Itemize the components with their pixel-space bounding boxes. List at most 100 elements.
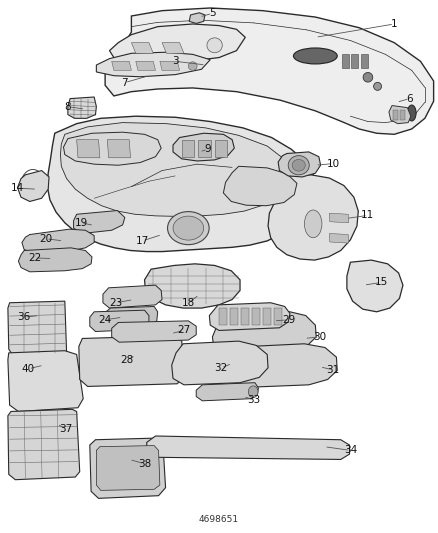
Text: 38: 38 bbox=[138, 459, 151, 469]
Text: 18: 18 bbox=[182, 298, 195, 308]
Polygon shape bbox=[60, 123, 289, 216]
Text: 9: 9 bbox=[205, 144, 212, 154]
Ellipse shape bbox=[292, 159, 305, 171]
Ellipse shape bbox=[363, 72, 373, 82]
Bar bbox=[219, 308, 227, 325]
Ellipse shape bbox=[374, 82, 381, 90]
Bar bbox=[230, 308, 238, 325]
Polygon shape bbox=[145, 264, 240, 308]
Polygon shape bbox=[223, 166, 297, 206]
Polygon shape bbox=[68, 97, 96, 118]
Polygon shape bbox=[278, 152, 321, 177]
Bar bbox=[342, 54, 349, 68]
Ellipse shape bbox=[207, 38, 222, 53]
Polygon shape bbox=[173, 133, 234, 161]
Polygon shape bbox=[212, 312, 316, 353]
Polygon shape bbox=[90, 438, 166, 498]
Text: 3: 3 bbox=[172, 56, 179, 66]
Text: 22: 22 bbox=[28, 253, 42, 263]
Bar bbox=[400, 110, 405, 120]
Polygon shape bbox=[103, 285, 162, 308]
Text: 23: 23 bbox=[110, 298, 123, 308]
Polygon shape bbox=[162, 43, 184, 53]
Text: 4698651: 4698651 bbox=[199, 515, 239, 524]
Polygon shape bbox=[131, 43, 153, 53]
Polygon shape bbox=[347, 260, 403, 312]
Polygon shape bbox=[268, 175, 358, 260]
Text: 36: 36 bbox=[18, 312, 31, 322]
Text: 33: 33 bbox=[247, 395, 261, 405]
Ellipse shape bbox=[188, 62, 197, 70]
Polygon shape bbox=[105, 8, 434, 134]
Text: 8: 8 bbox=[64, 102, 71, 111]
Polygon shape bbox=[329, 233, 349, 243]
Bar bbox=[182, 140, 194, 157]
Ellipse shape bbox=[407, 105, 416, 121]
Polygon shape bbox=[103, 306, 158, 328]
Text: 27: 27 bbox=[177, 326, 191, 335]
Polygon shape bbox=[147, 436, 350, 459]
Bar bbox=[274, 308, 282, 325]
Ellipse shape bbox=[167, 212, 209, 245]
Bar bbox=[252, 308, 260, 325]
Polygon shape bbox=[218, 344, 337, 388]
Polygon shape bbox=[79, 336, 184, 386]
Text: 19: 19 bbox=[74, 218, 88, 228]
Polygon shape bbox=[22, 229, 94, 253]
Ellipse shape bbox=[173, 216, 204, 240]
Text: 31: 31 bbox=[326, 365, 339, 375]
Text: 32: 32 bbox=[215, 363, 228, 373]
Bar bbox=[361, 54, 368, 68]
Text: 5: 5 bbox=[209, 9, 216, 18]
Text: 20: 20 bbox=[39, 234, 53, 244]
Bar bbox=[351, 54, 358, 68]
Polygon shape bbox=[18, 171, 49, 201]
Text: 28: 28 bbox=[120, 355, 134, 365]
Bar bbox=[241, 308, 249, 325]
Bar bbox=[263, 308, 271, 325]
Text: 34: 34 bbox=[344, 446, 357, 455]
Polygon shape bbox=[90, 310, 149, 332]
Polygon shape bbox=[112, 61, 131, 70]
Polygon shape bbox=[136, 61, 155, 70]
Bar bbox=[393, 110, 398, 120]
Ellipse shape bbox=[248, 386, 258, 398]
Polygon shape bbox=[8, 409, 80, 480]
Bar bbox=[215, 140, 227, 157]
Polygon shape bbox=[172, 341, 268, 385]
Polygon shape bbox=[160, 61, 180, 70]
Ellipse shape bbox=[304, 210, 322, 238]
Polygon shape bbox=[209, 303, 290, 330]
Polygon shape bbox=[96, 52, 210, 77]
Text: 40: 40 bbox=[22, 364, 35, 374]
Polygon shape bbox=[47, 116, 314, 252]
Text: 6: 6 bbox=[406, 94, 413, 103]
Text: 24: 24 bbox=[99, 315, 112, 325]
Polygon shape bbox=[64, 132, 161, 165]
Text: 15: 15 bbox=[374, 278, 388, 287]
Text: 17: 17 bbox=[136, 236, 149, 246]
Polygon shape bbox=[189, 13, 205, 23]
Text: 30: 30 bbox=[313, 332, 326, 342]
Text: 1: 1 bbox=[391, 19, 398, 29]
Polygon shape bbox=[110, 24, 245, 63]
Polygon shape bbox=[96, 446, 160, 490]
Ellipse shape bbox=[293, 48, 337, 64]
Ellipse shape bbox=[288, 156, 309, 175]
Polygon shape bbox=[112, 321, 196, 342]
Polygon shape bbox=[74, 211, 125, 233]
Text: 10: 10 bbox=[326, 159, 339, 168]
Text: 14: 14 bbox=[11, 183, 24, 193]
Text: 29: 29 bbox=[283, 315, 296, 325]
Polygon shape bbox=[77, 140, 100, 158]
Bar bbox=[198, 140, 211, 157]
Polygon shape bbox=[107, 140, 131, 158]
Text: 7: 7 bbox=[121, 78, 128, 87]
Polygon shape bbox=[8, 351, 83, 411]
Polygon shape bbox=[389, 106, 411, 124]
Polygon shape bbox=[18, 248, 92, 272]
Polygon shape bbox=[196, 383, 258, 401]
Text: 11: 11 bbox=[361, 211, 374, 220]
Polygon shape bbox=[329, 213, 349, 223]
Text: 37: 37 bbox=[59, 424, 72, 434]
